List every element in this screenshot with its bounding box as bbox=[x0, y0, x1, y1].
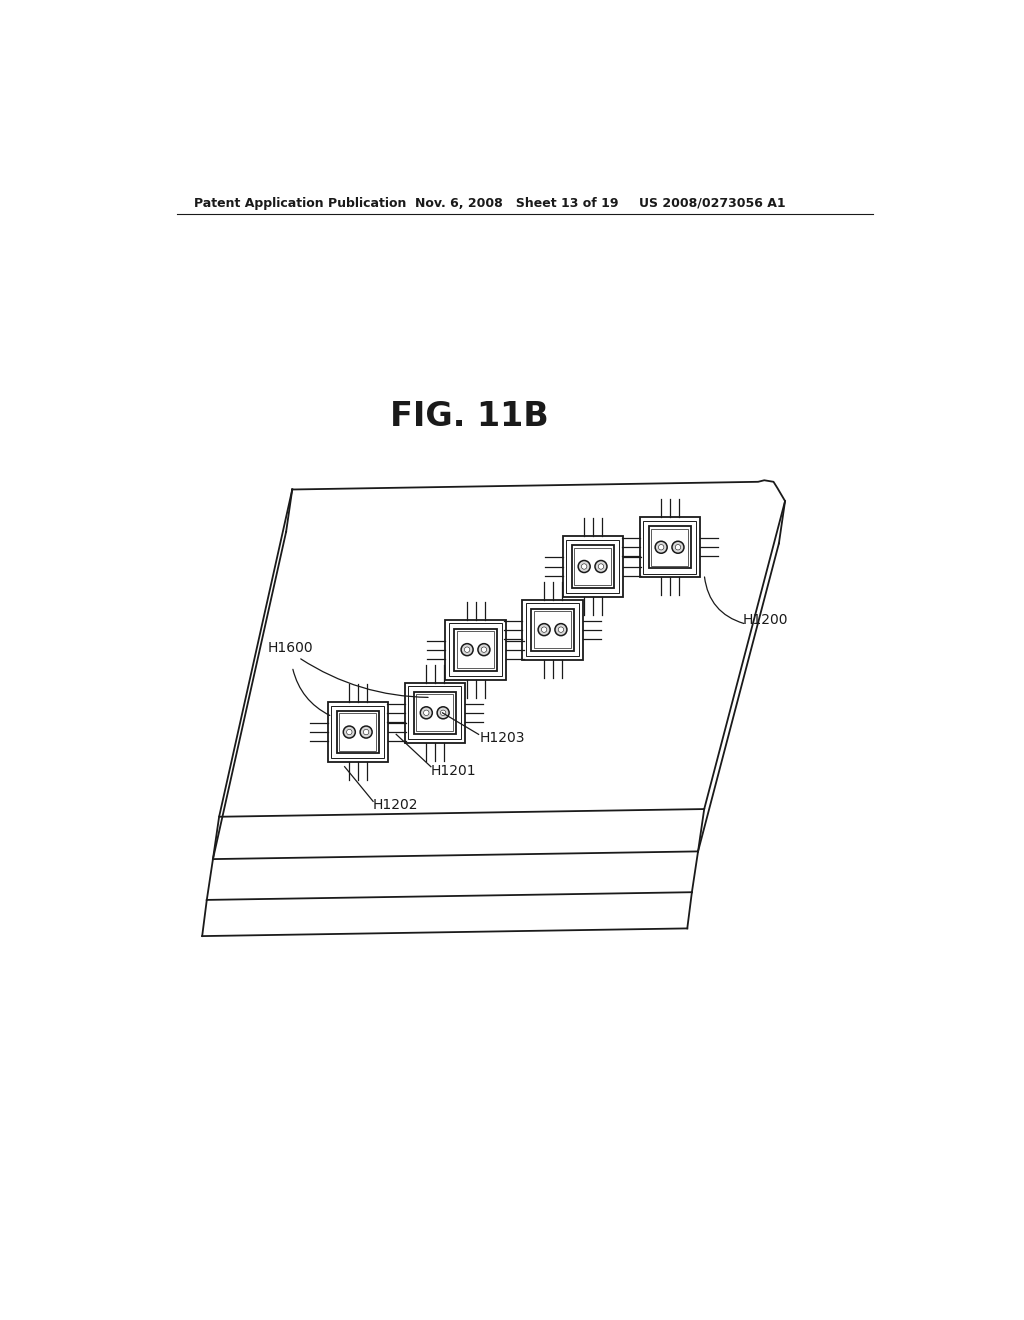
Circle shape bbox=[582, 564, 587, 569]
Circle shape bbox=[440, 710, 445, 715]
Text: H1202: H1202 bbox=[373, 799, 419, 812]
Circle shape bbox=[424, 710, 429, 715]
Circle shape bbox=[558, 627, 563, 632]
Text: H1600: H1600 bbox=[267, 642, 313, 655]
Circle shape bbox=[538, 623, 550, 636]
Circle shape bbox=[598, 564, 604, 569]
Text: Nov. 6, 2008   Sheet 13 of 19: Nov. 6, 2008 Sheet 13 of 19 bbox=[416, 197, 618, 210]
Circle shape bbox=[555, 623, 567, 636]
Text: H1203: H1203 bbox=[479, 731, 525, 746]
Circle shape bbox=[364, 730, 369, 735]
Circle shape bbox=[655, 541, 668, 553]
Circle shape bbox=[478, 644, 489, 656]
Circle shape bbox=[481, 647, 486, 652]
Text: Patent Application Publication: Patent Application Publication bbox=[195, 197, 407, 210]
Circle shape bbox=[437, 706, 450, 719]
Circle shape bbox=[658, 545, 664, 550]
Circle shape bbox=[420, 706, 432, 719]
Circle shape bbox=[360, 726, 372, 738]
Circle shape bbox=[346, 730, 352, 735]
Circle shape bbox=[343, 726, 355, 738]
Text: FIG. 11B: FIG. 11B bbox=[390, 400, 549, 433]
Circle shape bbox=[579, 561, 590, 573]
Circle shape bbox=[542, 627, 547, 632]
Circle shape bbox=[465, 647, 470, 652]
Text: H1201: H1201 bbox=[431, 763, 476, 777]
Circle shape bbox=[672, 541, 684, 553]
Text: H1200: H1200 bbox=[742, 614, 788, 627]
Circle shape bbox=[595, 561, 607, 573]
Circle shape bbox=[675, 545, 681, 550]
Circle shape bbox=[461, 644, 473, 656]
Text: US 2008/0273056 A1: US 2008/0273056 A1 bbox=[639, 197, 785, 210]
